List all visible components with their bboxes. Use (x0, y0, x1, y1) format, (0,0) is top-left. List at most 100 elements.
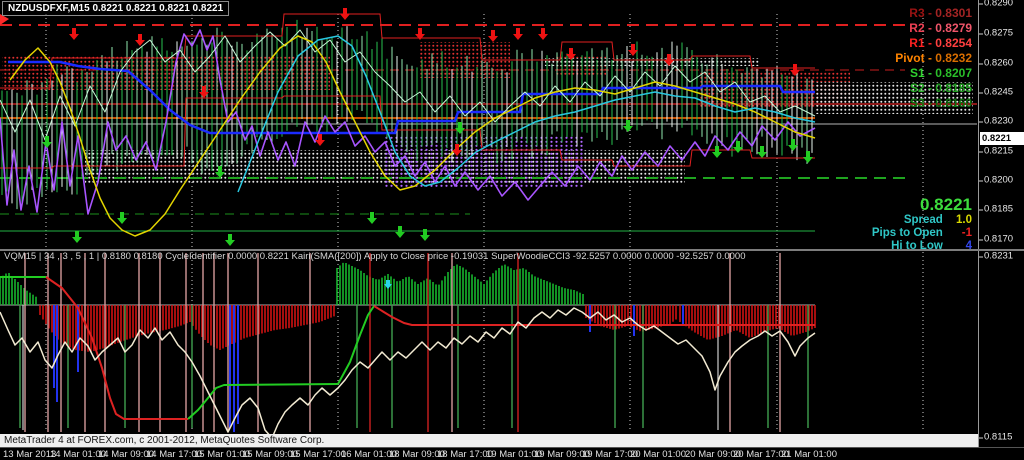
chart-title-ohlc: NZDUSDFXF,M15 0.8221 0.8221 0.8221 0.822… (2, 1, 230, 16)
pivot-level-value: 0.8232 (935, 51, 972, 65)
pivot-level-row: R2 - 0.8279 (895, 21, 972, 36)
buy-arrow-icon (215, 166, 225, 178)
sell-arrow-icon (415, 28, 425, 40)
pivot-level-label: R3 - (909, 6, 936, 20)
info-label: Spread (903, 214, 946, 226)
buy-arrow-icon (42, 136, 52, 148)
pivot-level-row: S2 - 0.8185 (895, 81, 972, 96)
buy-arrow-icon (455, 122, 465, 134)
time-axis-label: 14 Mar 17:00 (146, 449, 202, 460)
cyan-ma-line (237, 35, 816, 193)
cycle-signal-line (337, 305, 375, 385)
pivot-level-row: Pivot - 0.8232 (895, 51, 972, 66)
upper-price-panel (0, 8, 977, 248)
time-axis-label: 15 Mar 17:00 (290, 449, 346, 460)
sell-arrow-icon (538, 28, 548, 40)
sell-arrow-icon (790, 64, 800, 76)
pivot-level-row: R1 - 0.8254 (895, 36, 972, 51)
time-axis-label: 21 Mar 01:00 (781, 449, 837, 460)
buy-arrow-icon (225, 234, 235, 246)
pivot-level-value: 0.8301 (935, 6, 972, 20)
pivot-level-row: S3 - 0.8160 (895, 96, 972, 111)
price-axis[interactable]: 0.8221 0.8290 0.8275 0.8260 0.8245 0.8230 0.8… (978, 0, 1024, 460)
blue-step-ma-line (8, 60, 815, 135)
time-axis[interactable]: 13 Mar 2013 14 Mar 01:00 14 Mar 09:00 14 Ma… (0, 447, 1024, 460)
sell-arrow-icon (69, 28, 79, 40)
sell-arrow-icon (628, 44, 638, 56)
pivot-level-value: 0.8254 (935, 36, 972, 50)
current-price-box: 0.8221 (980, 132, 1024, 145)
time-axis-label: 15 Mar 09:00 (242, 449, 298, 460)
info-value: 1.0 (956, 214, 972, 226)
info-value: -1 (961, 227, 972, 239)
panel-separator[interactable] (0, 249, 1024, 251)
buy-arrow-icon (623, 120, 633, 132)
price-axis-label: 0.8231 (979, 251, 1013, 262)
time-axis-label: 19 Mar 01:00 (486, 449, 542, 460)
info-value: 4 (965, 240, 972, 252)
buy-arrow-icon (117, 212, 127, 224)
channel-lower-line (0, 95, 815, 169)
buy-arrow-icon (367, 212, 377, 224)
cyan-signal-arrow-icon (384, 280, 392, 289)
price-axis-label: 0.8230 (979, 116, 1013, 127)
indicator-header: VQM15 | 34 , 3 , 5 , 1 | 0.8180 0.8180 C… (4, 251, 746, 262)
buy-arrow-icon (733, 141, 743, 153)
time-axis-label: 18 Mar 17:00 (437, 449, 493, 460)
pivot-level-value: 0.8279 (935, 21, 972, 35)
time-axis-label: 14 Mar 09:00 (98, 449, 154, 460)
cycle-signal-line (187, 383, 339, 420)
pivot-level-label: S1 - (909, 66, 936, 80)
time-axis-label: 19 Mar 09:00 (534, 449, 590, 460)
sell-arrow-icon (340, 8, 350, 20)
yellow-ma-line (9, 35, 816, 237)
price-info-panel: 0.8221 Spread 1.0 Pips to Open -1 Hi to Lo… (872, 196, 972, 253)
cycle-signal-line (373, 305, 815, 326)
sell-arrow-icon (513, 28, 523, 40)
pivot-level-value: 0.8185 (935, 81, 972, 95)
pivot-level-label: Pivot - (895, 51, 936, 65)
pivot-level-row: R3 - 0.8301 (895, 6, 972, 21)
pivot-level-row: S1 - 0.8207 (895, 66, 972, 81)
buy-arrow-icon (420, 229, 430, 241)
price-axis-label: 0.8290 (979, 0, 1013, 9)
buy-arrow-icon (72, 231, 82, 243)
info-row: Hi to Low 4 (872, 240, 972, 253)
price-axis-label: 0.8275 (979, 28, 1013, 39)
price-axis-label: 0.8170 (979, 234, 1013, 245)
time-axis-label: 20 Mar 01:00 (630, 449, 686, 460)
sell-arrow-icon (199, 86, 209, 98)
chart-canvas[interactable] (0, 0, 978, 460)
pivot-level-label: S3 - (909, 96, 936, 110)
price-axis-label: 0.8200 (979, 175, 1013, 186)
channel-upper-line (0, 13, 815, 89)
time-axis-label: 13 Mar 2013 (3, 449, 57, 460)
buy-arrow-icon (757, 146, 767, 158)
price-axis-label: 0.8185 (979, 204, 1013, 215)
lower-indicator-panel (0, 252, 924, 439)
buy-arrow-icon (803, 151, 813, 163)
pivot-level-label: R1 - (909, 36, 936, 50)
sell-arrow-icon (664, 54, 674, 66)
time-axis-label: 20 Mar 09:00 (685, 449, 741, 460)
info-row: Spread 1.0 (872, 214, 972, 227)
time-axis-label: 19 Mar 17:00 (582, 449, 638, 460)
time-axis-label: 16 Mar 01:00 (341, 449, 397, 460)
aqua-fast-line (0, 29, 816, 141)
cycle-signal-line (45, 276, 188, 420)
price-axis-label: 0.8115 (979, 432, 1012, 443)
price-axis-label: 0.8260 (979, 58, 1013, 69)
kairi-line (0, 307, 816, 439)
price-axis-label: 0.8245 (979, 87, 1013, 98)
pivot-level-value: 0.8207 (935, 66, 972, 80)
left-edge-marker-icon (0, 14, 9, 25)
purple-wpr-line (0, 29, 816, 215)
pivot-levels-panel: R3 - 0.8301 R2 - 0.8279 R1 - 0.8254 Pivot -… (895, 6, 972, 111)
sell-arrow-icon (452, 144, 462, 156)
buy-arrow-icon (395, 226, 405, 238)
current-price-label: 0.8221 (920, 195, 972, 214)
sell-arrow-icon (315, 134, 325, 146)
buy-arrow-icon (712, 146, 722, 158)
copyright-watermark: MetaTrader 4 at FOREX.com, c 2001-2012, … (0, 434, 978, 447)
